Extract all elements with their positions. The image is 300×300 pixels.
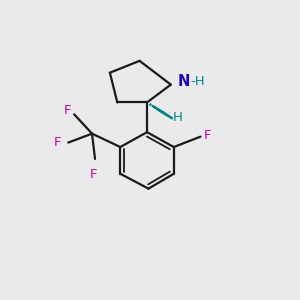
Text: F: F <box>53 136 61 149</box>
Text: F: F <box>90 168 97 181</box>
Text: N: N <box>177 74 190 89</box>
Text: F: F <box>204 129 212 142</box>
Text: -H: -H <box>190 75 205 88</box>
Text: H: H <box>172 111 182 124</box>
Text: F: F <box>64 104 71 117</box>
